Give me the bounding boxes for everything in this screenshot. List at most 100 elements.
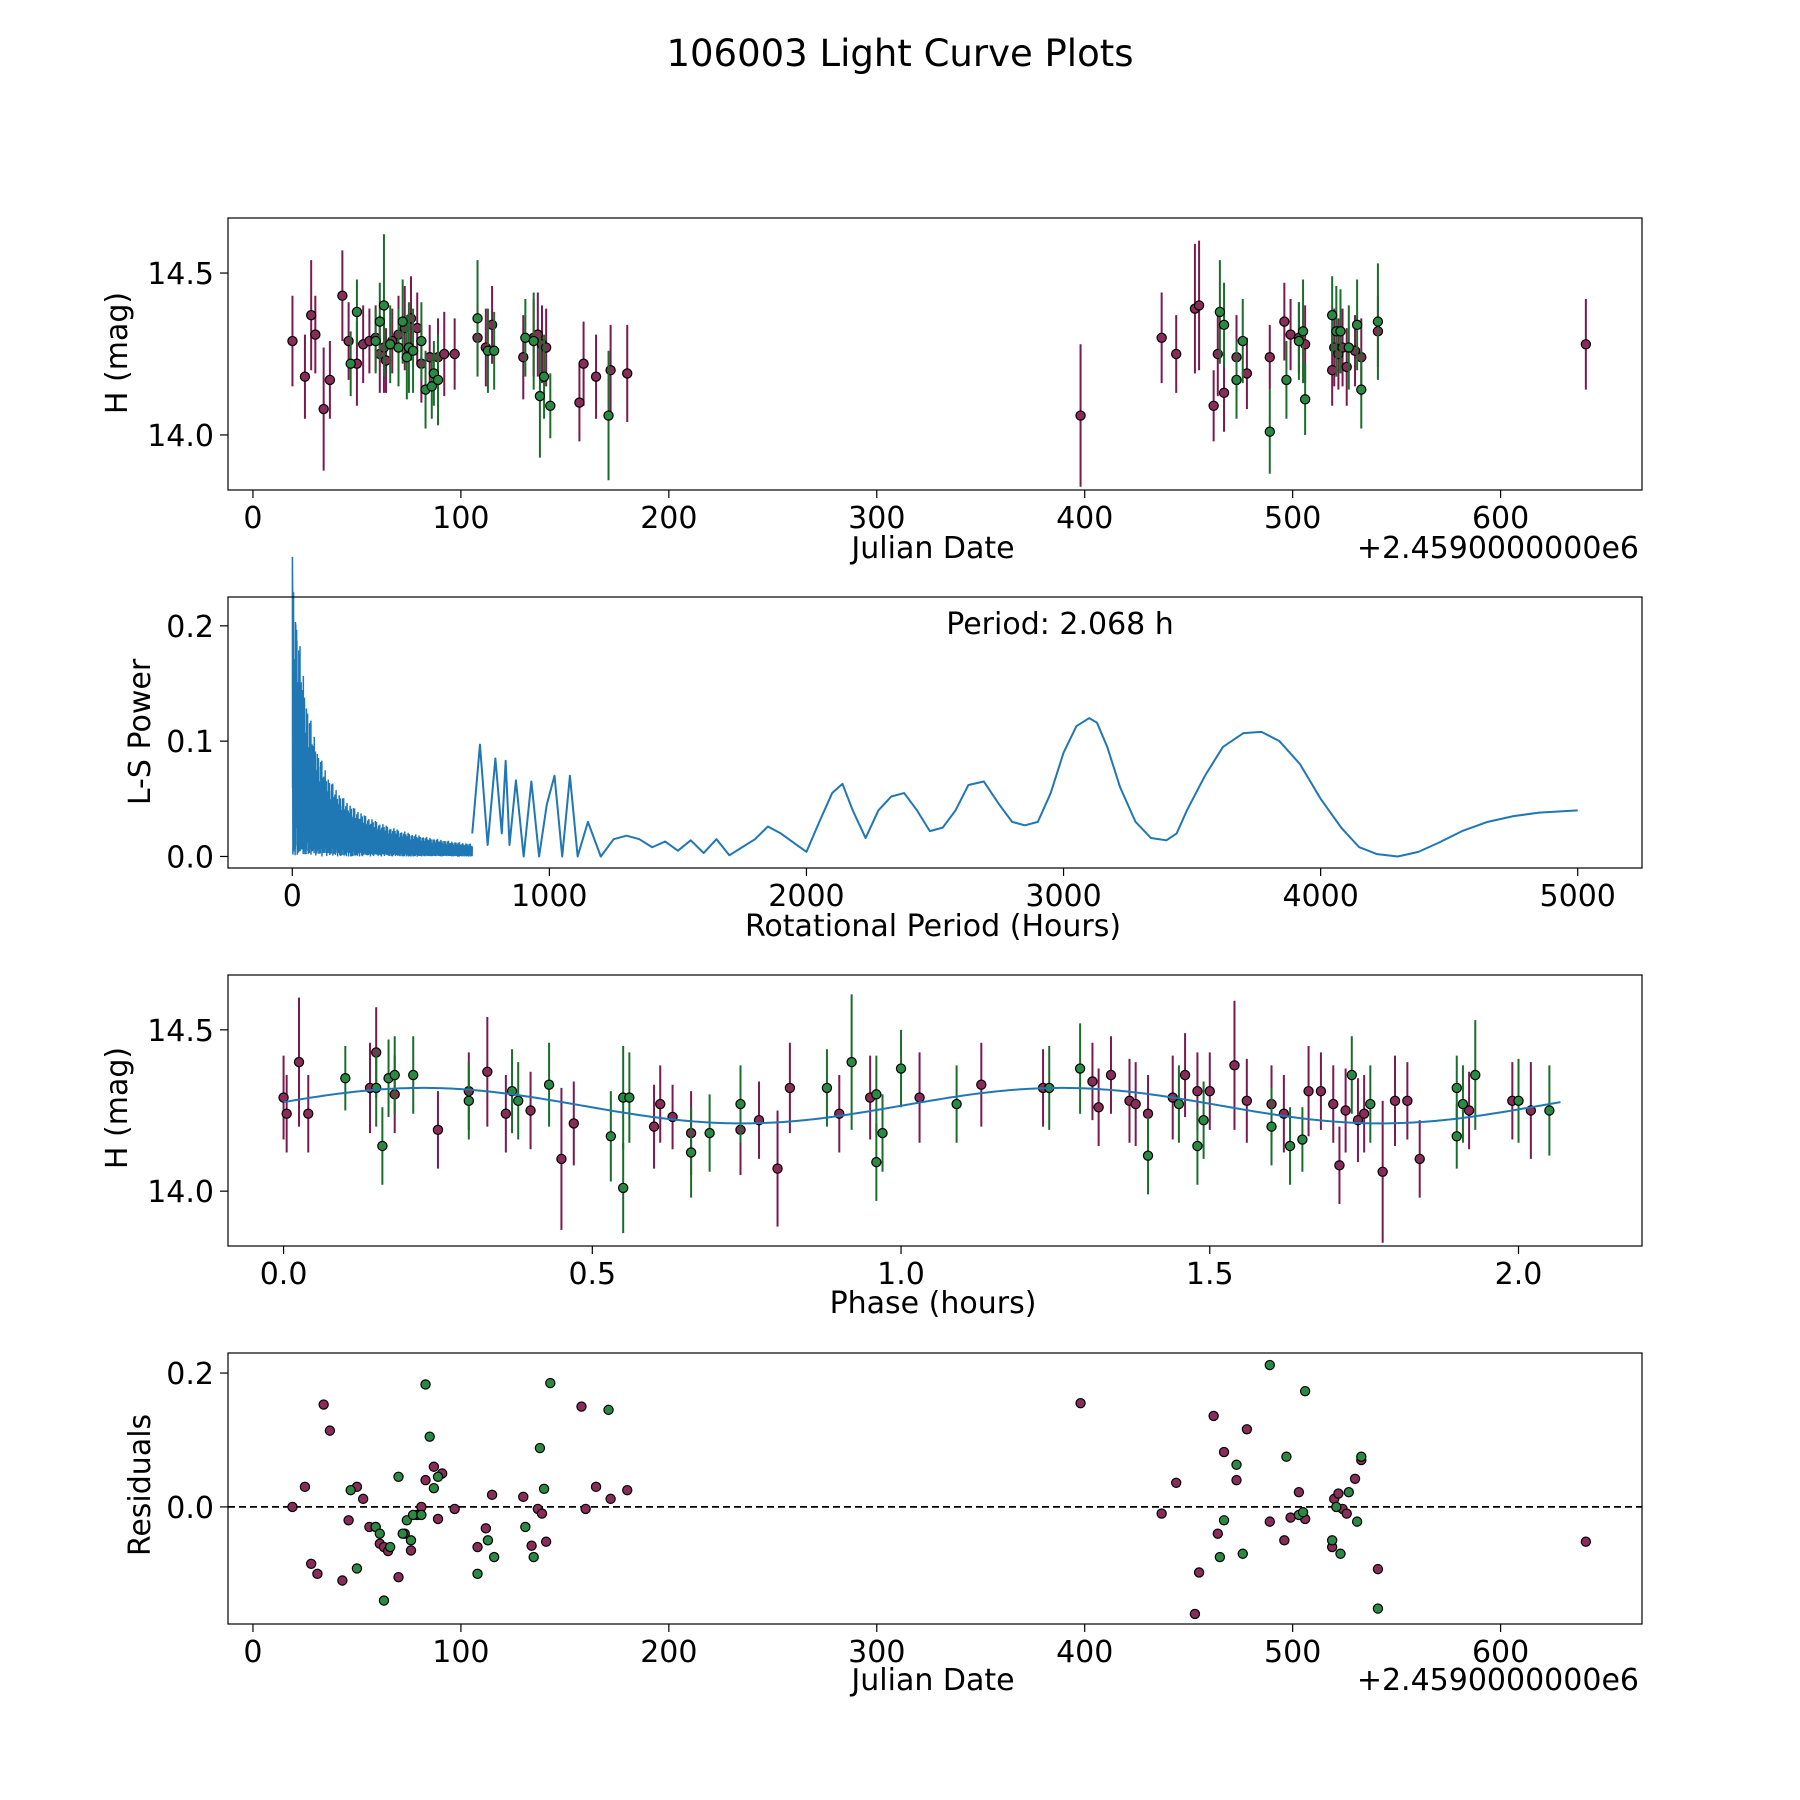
residuals-point — [432, 1471, 444, 1482]
phased-point — [624, 1092, 635, 1103]
periodogram-line — [471, 717, 1578, 858]
residuals-point — [1075, 1397, 1086, 1409]
phased-point — [871, 1089, 882, 1100]
residuals-point — [1212, 1528, 1224, 1539]
residuals-point — [536, 1508, 548, 1519]
residuals-point — [1214, 1551, 1226, 1563]
residuals-point — [1335, 1548, 1346, 1559]
light-curve-panel: Julian Date +2.4590000000e6 H (mag) 0 100… — [100, 217, 1643, 566]
residuals-point — [1218, 1446, 1230, 1458]
residuals-xtick-label: 300 — [848, 1635, 905, 1670]
phased-point — [1105, 1069, 1117, 1081]
residuals-point — [428, 1482, 440, 1494]
residuals-point — [1231, 1474, 1242, 1486]
residuals-point — [622, 1484, 633, 1496]
phased-xlabel: Phase (hours) — [830, 1286, 1037, 1321]
residuals-point — [1299, 1385, 1311, 1397]
light-curve-point — [1264, 426, 1275, 437]
residuals-point — [324, 1425, 336, 1436]
light-curve-xlabel: Julian Date — [849, 531, 1014, 566]
phased-point — [408, 1069, 419, 1081]
residuals-point — [393, 1471, 404, 1482]
periodogram-xlabel: Rotational Period (Hours) — [745, 909, 1121, 944]
phased-point — [568, 1118, 579, 1129]
phased-point — [784, 1082, 796, 1094]
light-curve-point — [622, 368, 633, 379]
residuals-point — [1297, 1507, 1309, 1518]
residuals-point — [424, 1431, 435, 1442]
light-curve-point — [1237, 335, 1248, 347]
phased-point — [389, 1069, 400, 1081]
residuals-ytick-label: 0.0 — [166, 1491, 214, 1526]
light-curve-point — [472, 313, 483, 324]
light-curve-point — [345, 358, 356, 369]
phased-xtick-label: 0.5 — [568, 1257, 616, 1292]
residuals-point — [318, 1399, 329, 1410]
light-curve-point — [1218, 387, 1230, 399]
phased-point — [1130, 1098, 1141, 1110]
phased-point — [1297, 1134, 1308, 1145]
light-curve-point — [1212, 348, 1224, 360]
phased-point — [914, 1092, 925, 1103]
phased-point — [976, 1079, 987, 1090]
phased-point — [1365, 1098, 1376, 1110]
light-curve-offset-label: +2.4590000000e6 — [1357, 531, 1639, 566]
phased-point — [951, 1098, 962, 1110]
light-curve-point — [1156, 332, 1167, 344]
phased-point — [1463, 1105, 1475, 1116]
residuals-point — [472, 1541, 483, 1553]
residuals-point — [1333, 1488, 1344, 1499]
light-curve-point — [343, 335, 354, 347]
light-curve-point — [1218, 319, 1230, 331]
light-curve-point — [299, 371, 311, 382]
light-curve-point — [1326, 309, 1338, 321]
phased-point — [1142, 1108, 1154, 1119]
phased-point — [500, 1108, 512, 1119]
light-curve-point — [540, 342, 552, 353]
residuals-point — [1231, 1459, 1242, 1470]
phased-point — [648, 1121, 660, 1132]
phased-ylabel: H (mag) — [100, 1047, 135, 1169]
light-curve-point — [1580, 339, 1592, 350]
periodogram-ytick-label: 0.2 — [166, 610, 214, 645]
residuals-point — [343, 1515, 354, 1526]
phased-point — [617, 1182, 629, 1194]
residuals-panel: Julian Date +2.4590000000e6 Residuals 0 1… — [123, 1352, 1643, 1698]
phased-point — [877, 1127, 888, 1139]
light-curve-point — [1341, 361, 1352, 373]
residuals-point — [1372, 1563, 1384, 1575]
periodogram-ytick-label: 0.0 — [166, 840, 214, 875]
light-curve-point — [416, 335, 427, 347]
residuals-point — [384, 1541, 396, 1553]
residuals-point — [1218, 1515, 1230, 1526]
light-curve-point — [1075, 410, 1086, 421]
light-curve-point — [605, 364, 616, 376]
phased-point — [1334, 1160, 1345, 1171]
phased-xtick-label: 1.5 — [1186, 1257, 1234, 1292]
phased-point — [1173, 1098, 1185, 1110]
phased-point — [1470, 1069, 1481, 1081]
residuals-point — [1343, 1486, 1355, 1498]
residuals-point — [312, 1568, 323, 1580]
phased-point — [1229, 1060, 1240, 1071]
light-curve-point — [538, 371, 550, 382]
phased-ytick-label: 14.5 — [147, 1014, 214, 1049]
light-curve-point — [534, 390, 546, 402]
light-curve-point — [1351, 319, 1363, 331]
residuals-point — [1156, 1508, 1167, 1519]
periodogram-xtick-label: 4000 — [1282, 879, 1358, 914]
phased-point — [1346, 1069, 1357, 1081]
residuals-point — [337, 1575, 348, 1586]
residuals-point — [482, 1535, 494, 1546]
phased-point — [463, 1095, 475, 1107]
light-curve-point — [370, 335, 381, 347]
phased-point — [895, 1063, 907, 1074]
light-curve-point — [432, 374, 444, 386]
light-curve-point — [1281, 374, 1292, 386]
residuals-point — [526, 1540, 537, 1551]
phased-ytick-label: 14.0 — [147, 1175, 214, 1210]
phased-point — [1303, 1085, 1314, 1097]
residuals-point — [1293, 1486, 1305, 1498]
residuals-point — [540, 1536, 552, 1547]
phased-point — [1377, 1166, 1388, 1177]
